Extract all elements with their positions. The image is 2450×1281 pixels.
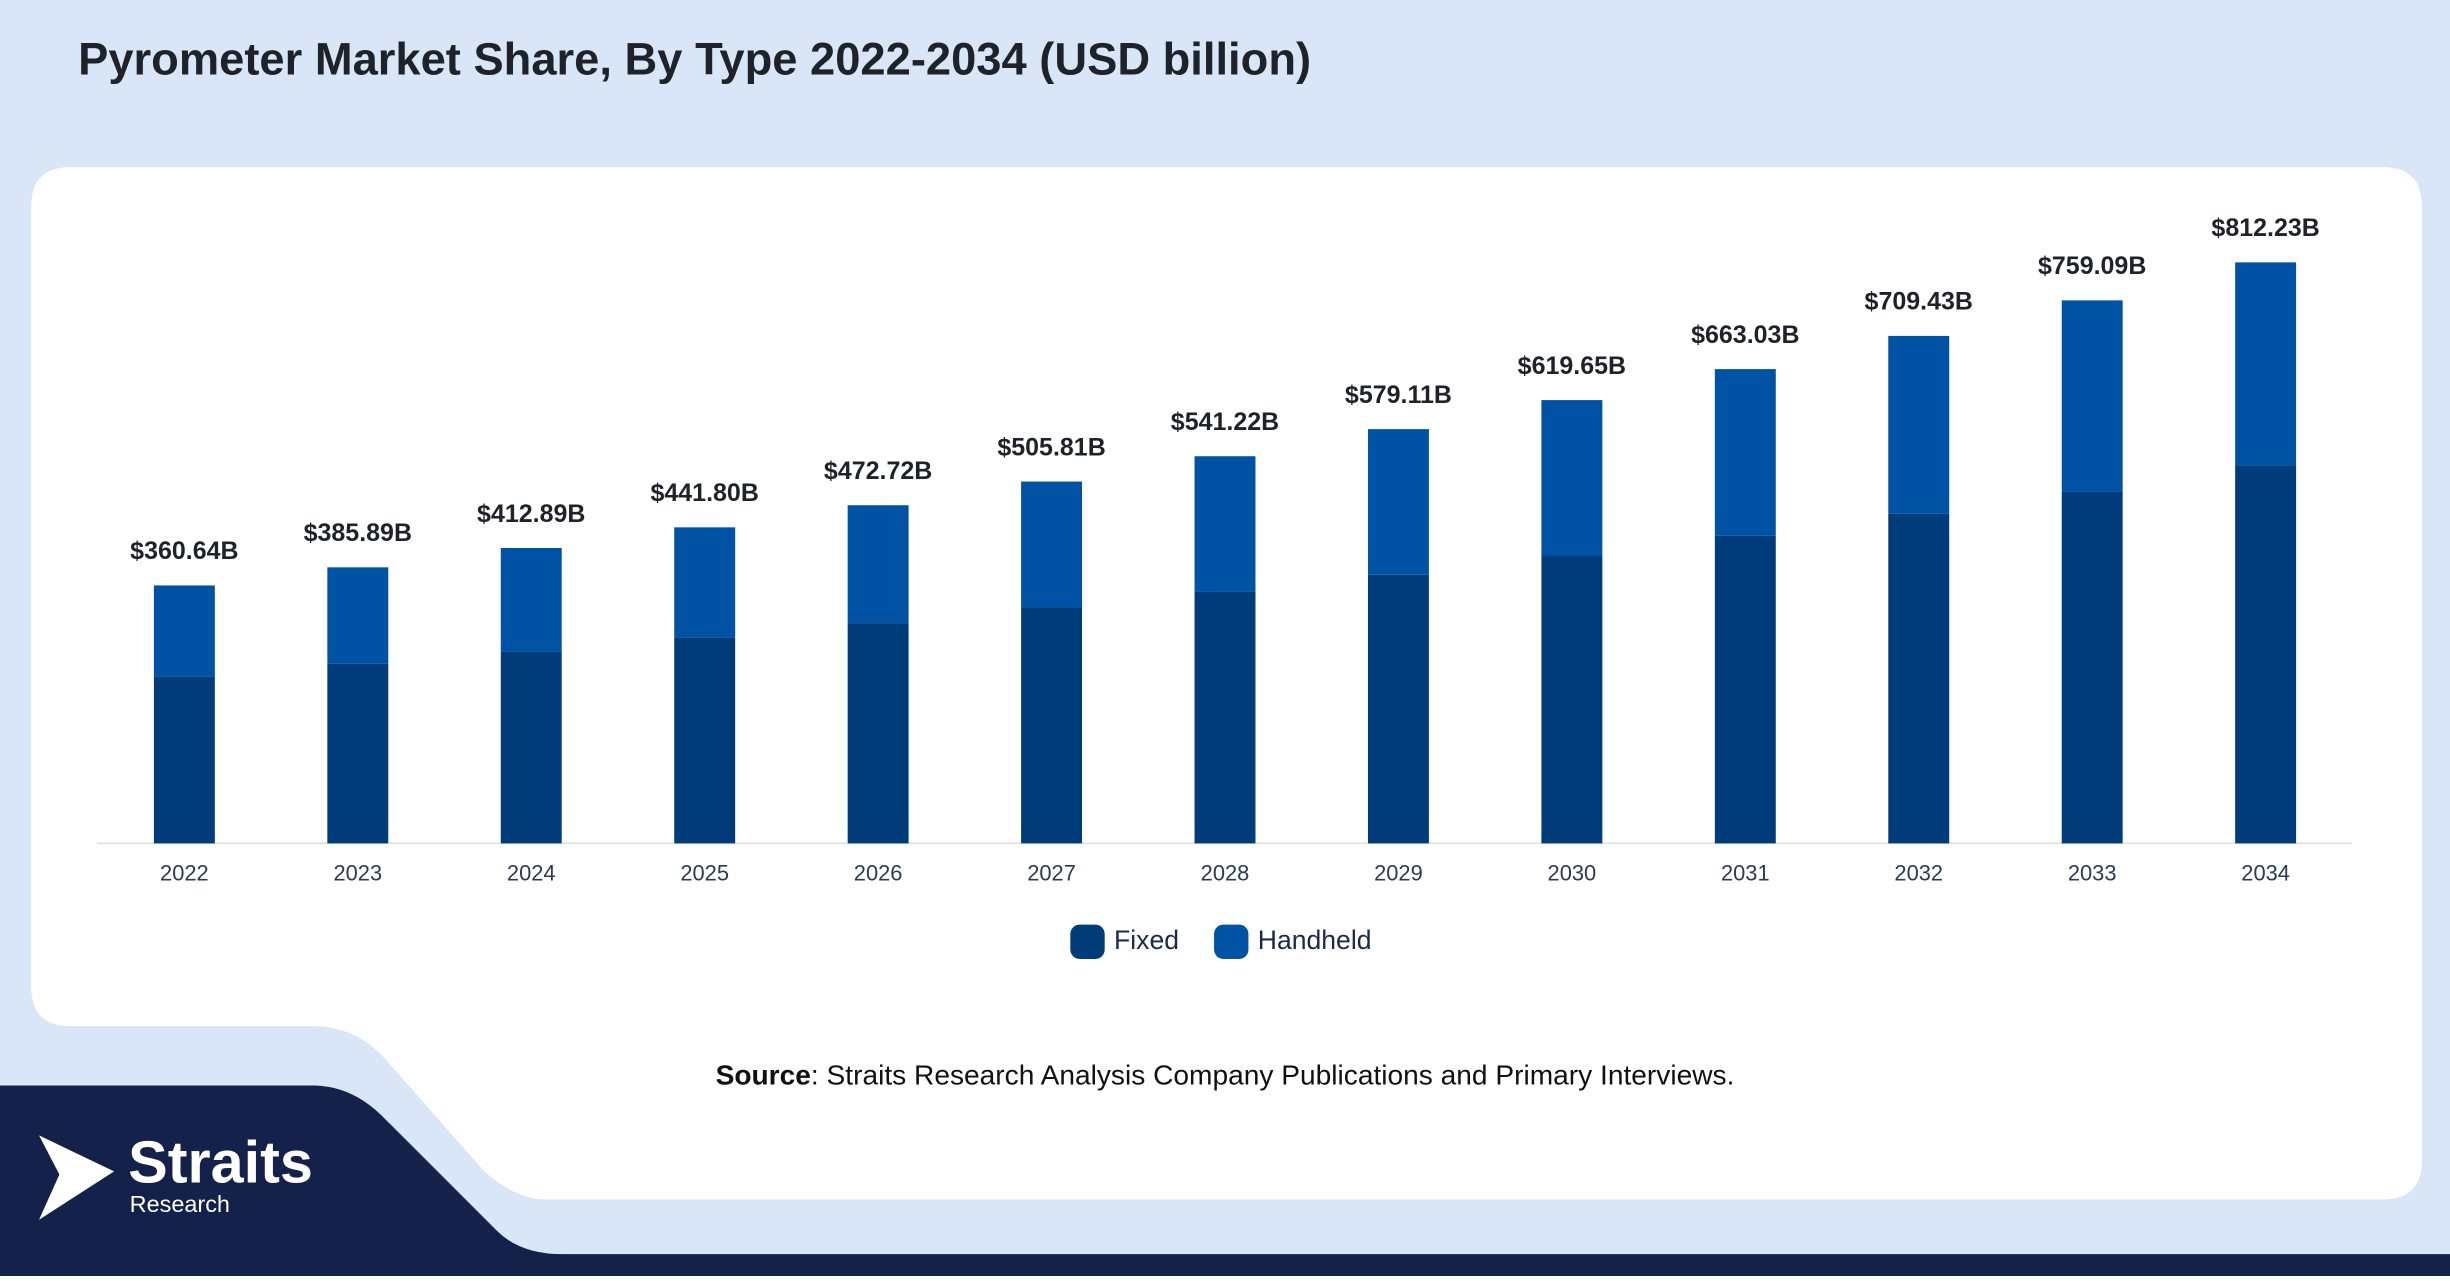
logo-name: Straits <box>128 1128 313 1195</box>
bar-segment <box>1367 429 1429 575</box>
x-tick-label: 2027 <box>1027 860 1076 885</box>
total-label: $472.72B <box>824 457 932 485</box>
chart-title: Pyrometer Market Share, By Type 2022-203… <box>78 33 1311 84</box>
x-tick-label: 2032 <box>1894 860 1943 885</box>
bar-segment <box>2061 300 2123 492</box>
bar-segment <box>1541 556 1603 844</box>
total-label: $441.80B <box>650 479 758 507</box>
total-label: $579.11B <box>1345 381 1452 409</box>
bar-segment <box>153 585 215 677</box>
logo-sub: Research <box>130 1191 230 1217</box>
bar-segment <box>1021 481 1083 608</box>
bar-segment <box>1541 400 1603 557</box>
total-label: $412.89B <box>477 500 585 528</box>
bar-segment <box>1194 456 1256 592</box>
legend-swatch <box>1070 924 1105 959</box>
x-tick-label: 2024 <box>507 860 556 885</box>
total-label: $709.43B <box>1865 288 1973 316</box>
bar-segment <box>674 527 736 638</box>
bar-segment <box>327 567 389 664</box>
total-label: $360.64B <box>130 537 238 565</box>
bar-segment <box>500 651 562 844</box>
total-label: $812.23B <box>2211 214 2319 242</box>
x-tick-label: 2025 <box>680 860 729 885</box>
footer-band <box>0 1085 2450 1276</box>
x-tick-label: 2031 <box>1721 860 1770 885</box>
source: Source: Straits Research Analysis Compan… <box>716 1060 1735 1091</box>
bar-segment <box>1888 513 1950 844</box>
total-label: $505.81B <box>997 433 1105 461</box>
x-tick-label: 2026 <box>854 860 903 885</box>
legend: Fixed Handheld <box>1070 924 1372 959</box>
x-tick-label: 2034 <box>2241 860 2290 885</box>
bar-segment <box>674 637 736 844</box>
total-label: $541.22B <box>1171 408 1279 436</box>
bar-segment <box>1714 369 1776 536</box>
total-label: $385.89B <box>304 519 412 547</box>
x-tick-label: 2028 <box>1201 860 1250 885</box>
bar-segment <box>1714 535 1776 844</box>
total-label: $619.65B <box>1518 352 1626 380</box>
x-tick-label: 2023 <box>333 860 382 885</box>
bar-segment <box>1194 591 1256 844</box>
x-tick-label: 2033 <box>2068 860 2117 885</box>
bar-segment <box>327 663 389 844</box>
bar-segment <box>2235 262 2297 466</box>
bar-segment <box>2235 465 2297 844</box>
bar-segment <box>1021 607 1083 844</box>
x-tick-label: 2022 <box>160 860 209 885</box>
bar-segment <box>153 676 215 844</box>
bar-segment <box>500 548 562 652</box>
bar-segment <box>847 623 909 844</box>
source-label: Source <box>716 1060 811 1091</box>
legend-label: Handheld <box>1258 925 1372 955</box>
bar-segment <box>847 505 909 624</box>
total-label: $663.03B <box>1691 321 1799 349</box>
source-text: : Straits Research Analysis Company Publ… <box>811 1060 1735 1091</box>
bar-segment <box>1367 574 1429 844</box>
logo-icon <box>39 1135 115 1220</box>
legend-swatch <box>1214 924 1249 959</box>
legend-label: Fixed <box>1114 925 1179 955</box>
total-label: $759.09B <box>2038 252 2146 280</box>
bar-segment <box>2061 491 2123 844</box>
bar-segment <box>1888 335 1950 514</box>
x-tick-label: 2030 <box>1548 860 1597 885</box>
x-tick-label: 2029 <box>1374 860 1423 885</box>
